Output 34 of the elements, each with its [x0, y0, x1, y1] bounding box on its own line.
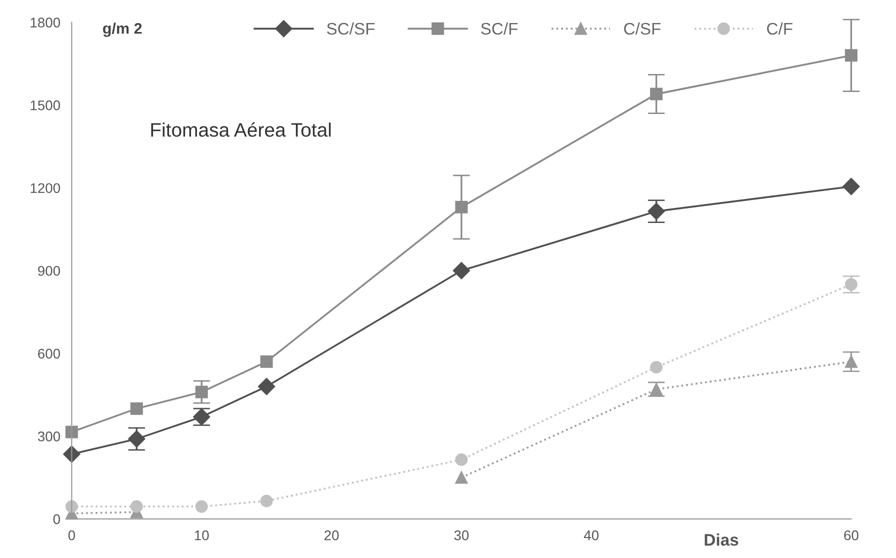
- point: [452, 262, 470, 280]
- x-tick-label: 30: [454, 530, 469, 540]
- y-tick-label: 900: [38, 266, 60, 276]
- y-axis-title: g/m 2: [103, 22, 142, 37]
- point: [65, 426, 78, 438]
- point: [63, 446, 80, 463]
- legend-label: SC/F: [481, 22, 518, 35]
- point: [455, 453, 468, 466]
- point: [455, 471, 468, 484]
- y-tick-label: 0: [53, 514, 60, 524]
- y-tick-label: 1800: [30, 18, 60, 28]
- x-tick-label: 10: [194, 530, 209, 540]
- x-tick-label: 40: [584, 530, 599, 540]
- x-tick-label: 60: [844, 530, 858, 540]
- x-tick-label: 0: [68, 530, 75, 540]
- legend-label: C/SF: [624, 22, 661, 35]
- legend-label: C/F: [767, 22, 792, 35]
- point: [260, 494, 273, 508]
- point: [258, 378, 276, 396]
- y-tick-label: 600: [38, 348, 60, 359]
- point: [195, 500, 208, 513]
- point: [130, 402, 143, 415]
- y-tick-label: 1200: [30, 183, 60, 194]
- y-tick-label: 300: [38, 432, 60, 442]
- x-tick-label: 20: [324, 530, 339, 540]
- y-tick-label: 1500: [30, 100, 60, 110]
- legend-label: SC/SF: [326, 22, 375, 35]
- point: [650, 360, 663, 374]
- point: [260, 355, 273, 368]
- point: [842, 178, 860, 196]
- point: [65, 500, 78, 513]
- x-axis-title: Dias: [704, 534, 738, 546]
- text: Fitomasa Aérea Total: [151, 122, 331, 137]
- point: [130, 500, 143, 513]
